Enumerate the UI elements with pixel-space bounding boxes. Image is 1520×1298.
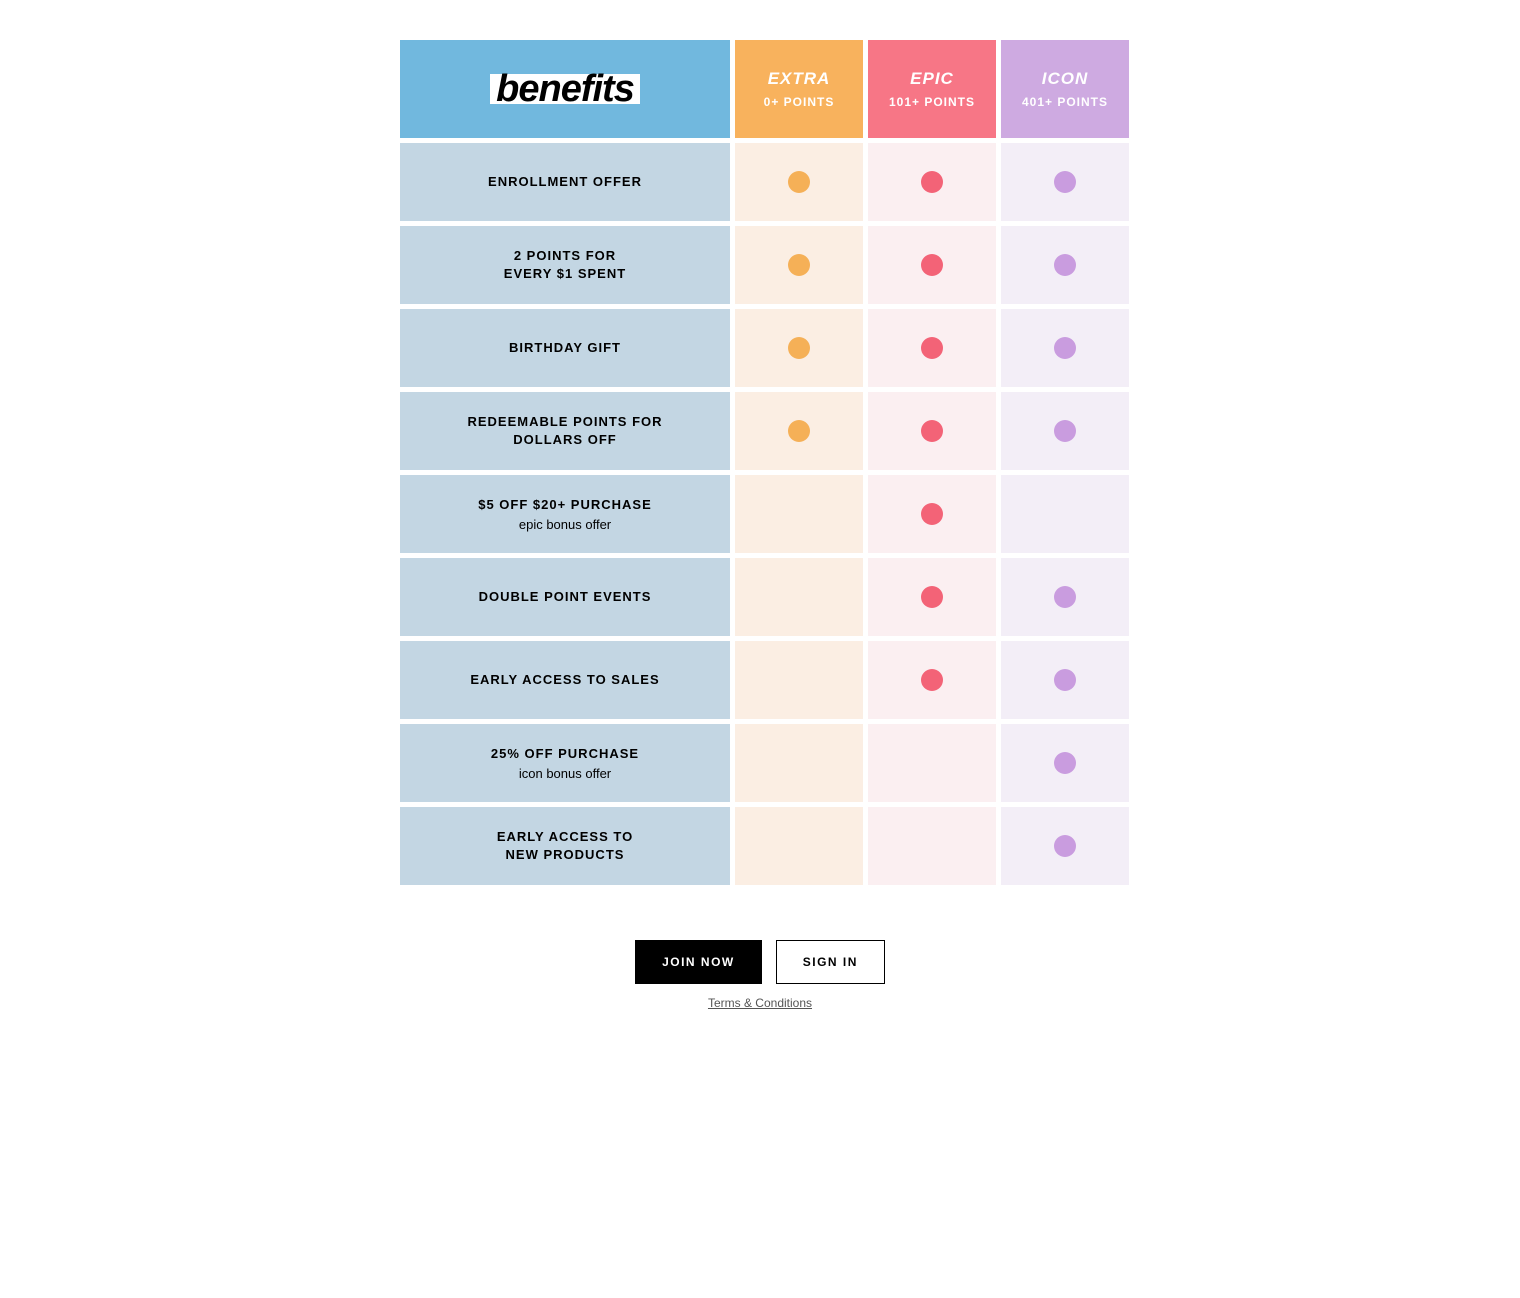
row-label: $5 OFF $20+ PURCHASE epic bonus offer [400,475,730,553]
benefit-cell [1001,475,1129,553]
row-label: REDEEMABLE POINTS FORDOLLARS OFF [400,392,730,470]
included-dot-icon [1054,752,1076,774]
tier-points: 101+ POINTS [889,95,975,109]
included-dot-icon [921,586,943,608]
tier-name: ICON [1042,69,1089,89]
tier-points: 0+ POINTS [764,95,835,109]
row-subtitle: epic bonus offer [519,517,611,532]
row-title: EARLY ACCESS TONEW PRODUCTS [497,828,633,863]
benefit-cell [868,475,996,553]
benefit-cell [868,309,996,387]
benefits-header: benefits [400,40,730,138]
benefit-cell [868,226,996,304]
row-title: BIRTHDAY GIFT [509,339,621,357]
row-title: DOUBLE POINT EVENTS [479,588,652,606]
benefit-cell [735,641,863,719]
included-dot-icon [788,171,810,193]
benefit-cell [735,143,863,221]
row-title: EARLY ACCESS TO SALES [470,671,659,689]
benefit-cell [1001,558,1129,636]
row-label: DOUBLE POINT EVENTS [400,558,730,636]
benefit-cell [868,143,996,221]
included-dot-icon [1054,254,1076,276]
benefit-cell [1001,226,1129,304]
row-title: 25% OFF PURCHASE [491,745,639,763]
row-label: 2 POINTS FOREVERY $1 SPENT [400,226,730,304]
included-dot-icon [921,503,943,525]
included-dot-icon [788,337,810,359]
benefit-cell [868,807,996,885]
included-dot-icon [921,669,943,691]
button-row: JOIN NOW SIGN IN [635,940,885,984]
benefit-cell [1001,724,1129,802]
included-dot-icon [921,337,943,359]
included-dot-icon [1054,669,1076,691]
benefit-cell [868,724,996,802]
benefit-cell [735,724,863,802]
benefit-cell [735,309,863,387]
included-dot-icon [1054,835,1076,857]
included-dot-icon [921,254,943,276]
benefits-grid: benefits EXTRA 0+ POINTS EPIC 101+ POINTS ICO… [400,40,1120,885]
included-dot-icon [788,254,810,276]
row-label: ENROLLMENT OFFER [400,143,730,221]
tier-header-extra: EXTRA 0+ POINTS [735,40,863,138]
row-title: $5 OFF $20+ PURCHASE [478,496,652,514]
included-dot-icon [921,420,943,442]
benefit-cell [1001,309,1129,387]
benefits-logo: benefits [490,74,640,104]
benefit-cell [735,226,863,304]
row-title: 2 POINTS FOREVERY $1 SPENT [504,247,626,282]
benefit-cell [735,558,863,636]
row-label: BIRTHDAY GIFT [400,309,730,387]
sign-in-button[interactable]: SIGN IN [776,940,885,984]
terms-link[interactable]: Terms & Conditions [708,996,812,1010]
tier-points: 401+ POINTS [1022,95,1108,109]
benefit-cell [735,807,863,885]
benefit-cell [868,558,996,636]
footer: JOIN NOW SIGN IN Terms & Conditions [400,940,1120,1010]
included-dot-icon [1054,420,1076,442]
included-dot-icon [1054,171,1076,193]
benefit-cell [1001,807,1129,885]
tier-name: EPIC [910,69,954,89]
benefit-cell [1001,641,1129,719]
benefits-table-container: benefits EXTRA 0+ POINTS EPIC 101+ POINTS ICO… [400,40,1120,1010]
benefit-cell [1001,392,1129,470]
row-subtitle: icon bonus offer [519,766,611,781]
benefit-cell [868,641,996,719]
tier-name: EXTRA [768,69,831,89]
benefit-cell [1001,143,1129,221]
benefit-cell [735,475,863,553]
benefits-logo-text: benefits [496,68,634,110]
row-label: 25% OFF PURCHASE icon bonus offer [400,724,730,802]
row-title: ENROLLMENT OFFER [488,173,642,191]
row-title: REDEEMABLE POINTS FORDOLLARS OFF [467,413,662,448]
benefit-cell [868,392,996,470]
row-label: EARLY ACCESS TONEW PRODUCTS [400,807,730,885]
included-dot-icon [1054,337,1076,359]
included-dot-icon [788,420,810,442]
join-now-button[interactable]: JOIN NOW [635,940,762,984]
benefit-cell [735,392,863,470]
included-dot-icon [1054,586,1076,608]
included-dot-icon [921,171,943,193]
tier-header-epic: EPIC 101+ POINTS [868,40,996,138]
tier-header-icon: ICON 401+ POINTS [1001,40,1129,138]
row-label: EARLY ACCESS TO SALES [400,641,730,719]
